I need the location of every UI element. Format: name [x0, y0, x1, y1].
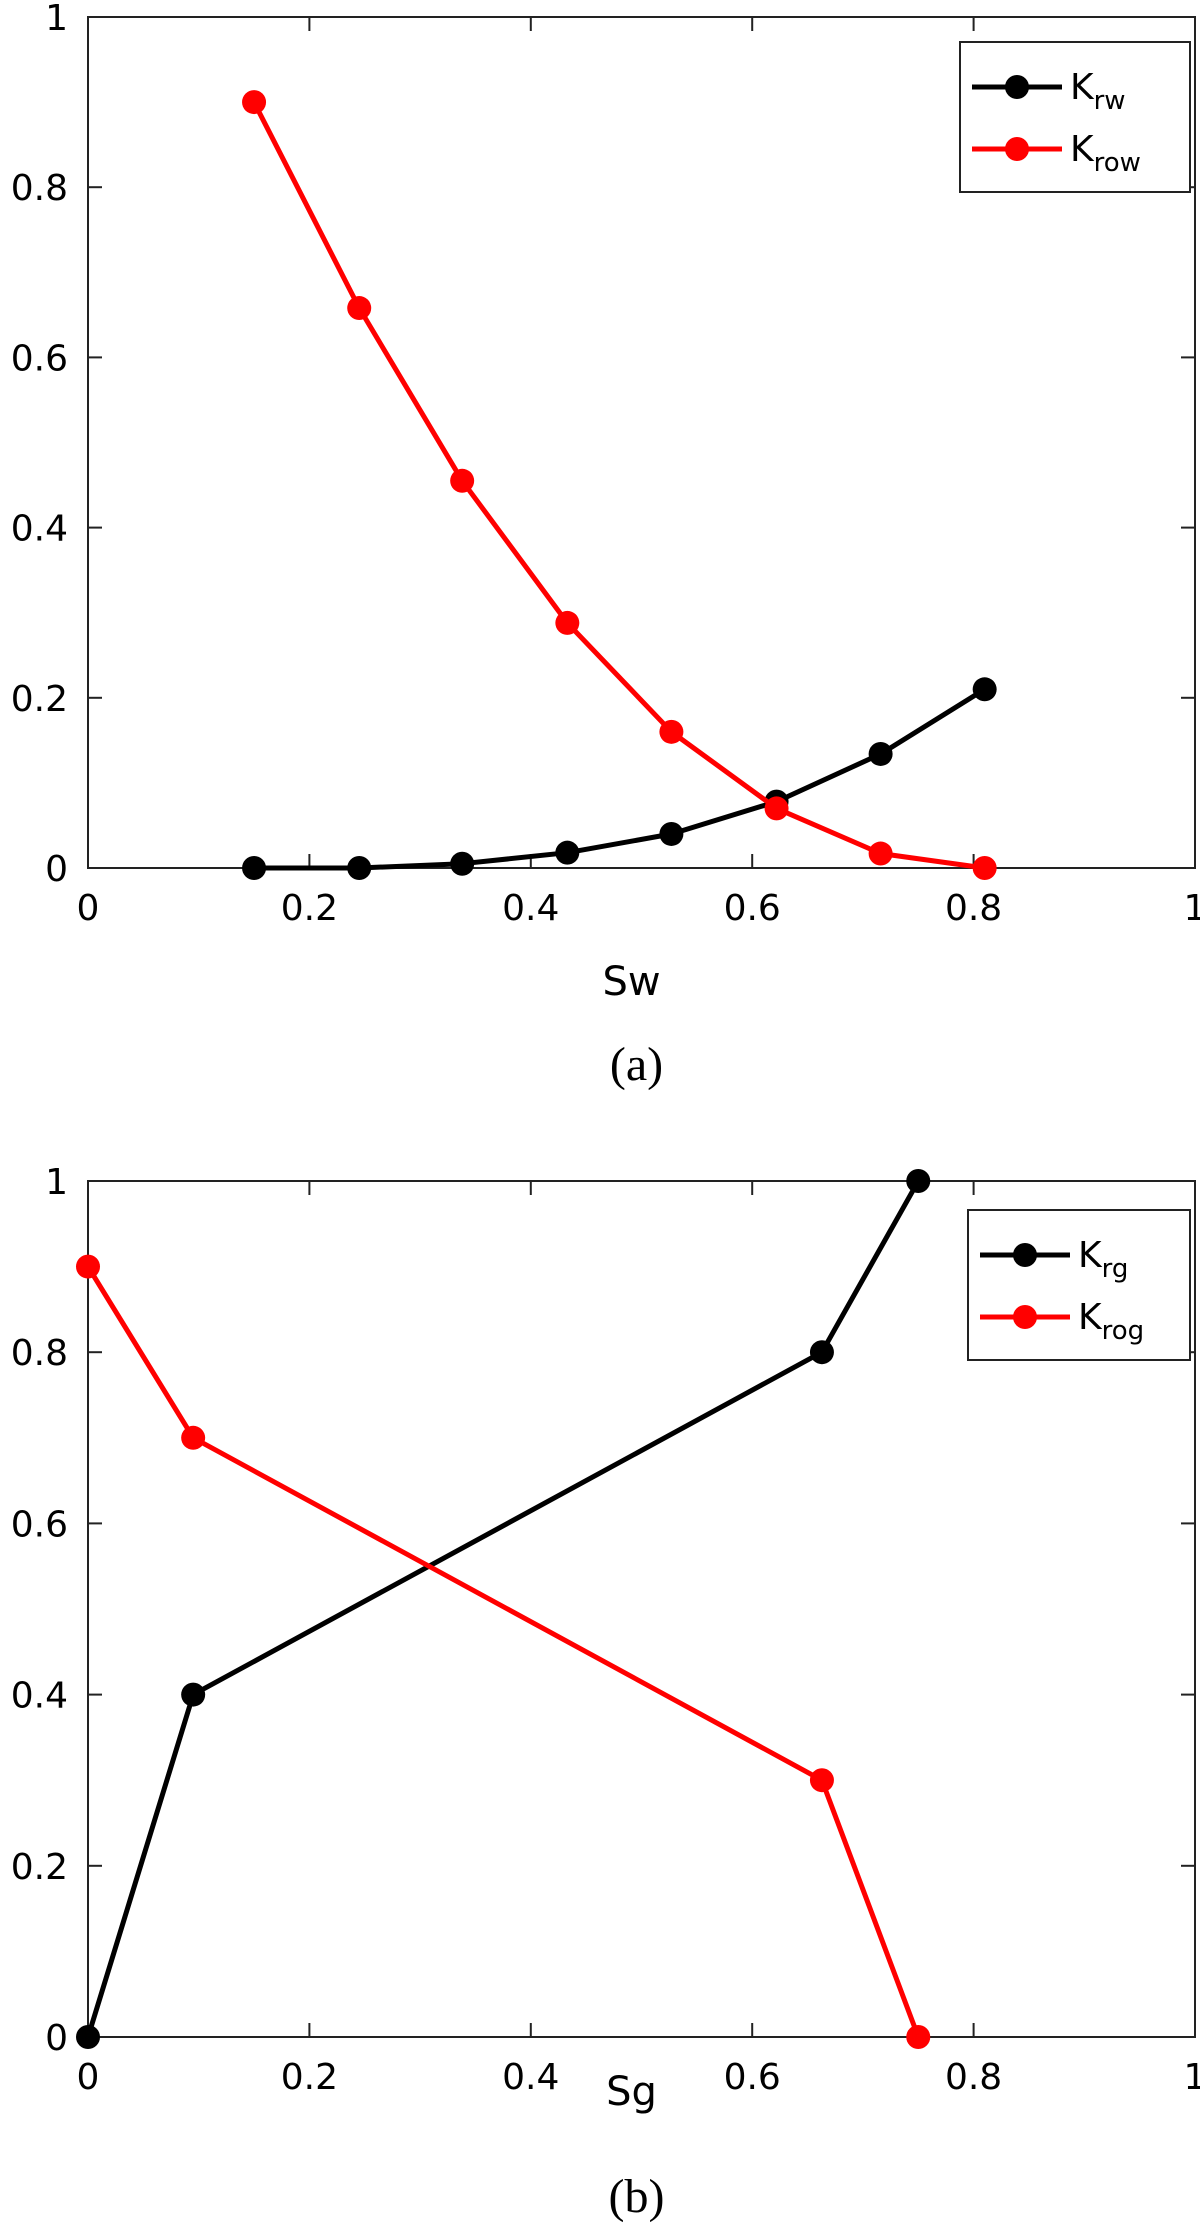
plot-area	[87, 16, 1196, 869]
y-tick-label: 0.6	[11, 338, 68, 379]
data-point-row	[450, 468, 475, 493]
chart-1: 0 0.2 0.4 0.6 0.8 1 0 0.2 0.4 0.6 0.8 1 Sw (a) Krw Krow	[11, 0, 1200, 1091]
y-tick-label: 0.2	[11, 679, 68, 720]
data-point-rg	[809, 1340, 834, 1365]
legend-box	[959, 41, 1191, 193]
x-tick-label: 0.6	[724, 888, 781, 929]
data-point-rw	[659, 821, 684, 846]
legend-marker-row	[1005, 137, 1029, 161]
data-point-rog	[906, 2025, 931, 2049]
x-tick-label: 0.4	[502, 888, 559, 929]
y-tick-label: 0.2	[11, 1847, 68, 1888]
y-tick-label: 0.4	[11, 1676, 68, 1717]
data-point-rog	[181, 1425, 206, 1450]
x-tick-label: 0.8	[945, 888, 1002, 929]
data-point-rg	[906, 1169, 931, 1193]
data-point-row	[555, 610, 580, 635]
x-tick-label: 0	[77, 2057, 100, 2098]
legend-label-rw: Krw	[1070, 67, 1126, 116]
data-point-row	[972, 856, 997, 880]
x-tick-label: 0.2	[281, 2057, 338, 2098]
data-point-rg	[181, 1682, 206, 1707]
y-tick-label: 0.8	[11, 1333, 68, 1374]
chart-caption: (b)	[609, 2170, 665, 2223]
data-point-rw	[242, 856, 267, 880]
y-tick-label: 0	[45, 849, 68, 890]
data-point-rw	[972, 677, 997, 702]
legend-marker-rog	[1013, 1305, 1037, 1329]
x-tick-label: 0.6	[724, 2057, 781, 2098]
series-line-row	[251, 100, 986, 871]
data-point-row	[347, 296, 372, 321]
data-point-rog	[76, 1254, 100, 1279]
plot-area	[87, 1180, 1196, 2038]
legend-marker-rg	[1013, 1243, 1037, 1267]
series-line-rg	[85, 1179, 921, 2038]
x-tick-label: 0.2	[281, 888, 338, 929]
data-point-row	[764, 796, 789, 821]
series-line-rw	[254, 687, 987, 871]
legend-label-rg: Krg	[1078, 1235, 1128, 1284]
y-tick-label: 0.6	[11, 1504, 68, 1545]
legend-label-rog: Krog	[1078, 1297, 1144, 1346]
data-point-rw	[450, 851, 475, 876]
chart-2: 0 0.2 0.4 0.6 0.8 1 0 0.2 0.4 0.6 0.8 1 Sg (b) Krg Krog	[11, 1162, 1200, 2223]
y-tick-label: 1	[45, 0, 68, 39]
y-tick-label: 0	[45, 2018, 68, 2059]
legend: Krg Krog	[967, 1209, 1191, 1361]
y-tick-label: 0.8	[11, 168, 68, 209]
y-tick-label: 0.4	[11, 509, 68, 550]
series-line-rog	[85, 1265, 921, 2038]
x-tick-label: 0	[77, 888, 100, 929]
chart-caption: (a)	[610, 1038, 663, 1091]
x-axis-title: Sg	[606, 2069, 657, 2115]
data-point-row	[242, 90, 267, 115]
data-point-rw	[868, 741, 893, 766]
x-tick-label: 1	[1184, 888, 1200, 929]
data-point-rg	[76, 2025, 100, 2049]
legend-marker-rw	[1005, 75, 1029, 99]
x-tick-label: 0.8	[945, 2057, 1002, 2098]
x-tick-label: 1	[1184, 2057, 1200, 2098]
data-point-rw	[555, 840, 580, 865]
data-point-rog	[809, 1768, 834, 1793]
x-axis-title: Sw	[602, 959, 660, 1005]
legend-box	[967, 1209, 1191, 1361]
data-point-rw	[347, 856, 372, 880]
legend-label-row: Krow	[1070, 129, 1141, 178]
data-point-row	[868, 841, 893, 866]
x-tick-label: 0.4	[502, 2057, 559, 2098]
y-tick-label: 1	[45, 1162, 68, 1203]
legend: Krw Krow	[959, 41, 1191, 193]
data-point-row	[659, 719, 684, 744]
